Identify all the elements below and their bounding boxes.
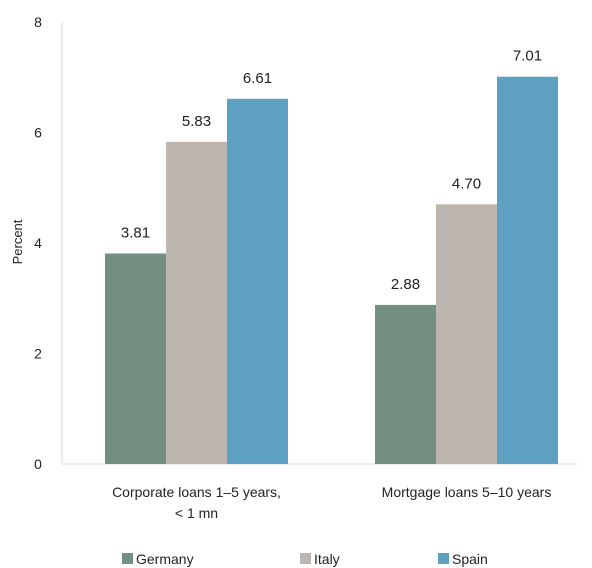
legend-swatch-spain	[438, 553, 449, 564]
category-label: Corporate loans 1–5 years, < 1 mn	[112, 484, 281, 521]
legend-label-italy: Italy	[314, 551, 340, 567]
bar-germany-1	[375, 304, 436, 464]
data-label: 5.83	[182, 113, 211, 130]
bar-italy-0	[166, 141, 227, 464]
category-labels: Corporate loans 1–5 years, < 1 mn Mortgage…	[112, 484, 551, 521]
y-tick-label: 0	[34, 456, 42, 472]
bars	[105, 76, 558, 465]
data-label: 2.88	[391, 276, 420, 293]
y-axis: Percent	[10, 22, 63, 464]
legend-swatch-germany	[122, 553, 133, 564]
legend-label-spain: Spain	[452, 551, 488, 567]
y-tick-label: 8	[34, 14, 42, 30]
y-tick-label: 4	[34, 235, 42, 251]
legend: Germany Italy Spain	[122, 551, 488, 567]
bar-spain-1	[497, 76, 558, 464]
data-label: 6.61	[243, 70, 272, 87]
legend-swatch-italy	[300, 553, 311, 564]
y-tick-labels: 0 2 4 6 8	[34, 14, 42, 472]
data-label: 4.70	[452, 175, 481, 192]
category-label: Mortgage loans 5–10 years	[382, 484, 552, 500]
bar-germany-0	[105, 253, 166, 464]
y-axis-title: Percent	[10, 219, 25, 264]
bar-spain-0	[227, 98, 288, 465]
data-labels: 3.81 2.88 5.83 4.70 6.61 7.01	[121, 48, 542, 293]
data-label: 7.01	[513, 48, 542, 65]
y-tick-label: 2	[34, 346, 42, 362]
legend-label-germany: Germany	[136, 551, 194, 567]
data-label: 3.81	[121, 224, 150, 241]
y-tick-label: 6	[34, 125, 42, 141]
bar-italy-1	[436, 204, 497, 464]
